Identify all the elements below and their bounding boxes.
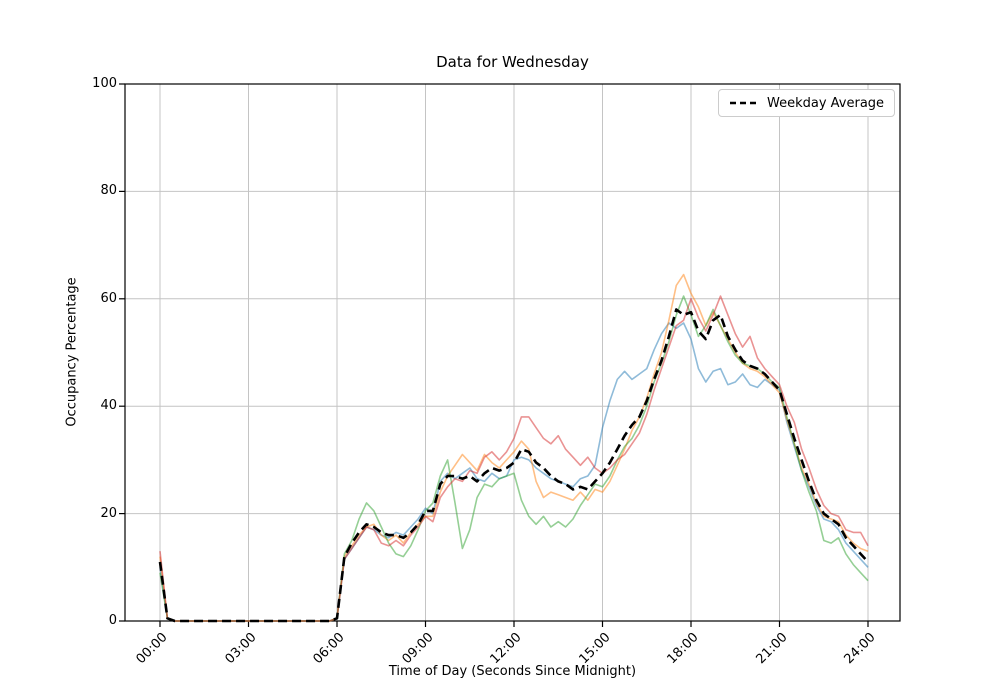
plot-border bbox=[124, 83, 901, 622]
legend: Weekday Average bbox=[718, 89, 896, 117]
y-tick-label: 40 bbox=[100, 398, 117, 414]
y-tick-label: 100 bbox=[92, 76, 117, 91]
y-tick-label: 20 bbox=[100, 505, 117, 521]
chart-title: Data for Wednesday bbox=[436, 53, 589, 71]
y-tick-label: 80 bbox=[100, 183, 117, 199]
weekday-average-line bbox=[158, 308, 869, 623]
y-tick-label: 60 bbox=[100, 290, 117, 306]
dashed-line-sample-icon bbox=[730, 101, 758, 105]
x-axis-label: Time of Day (Seconds Since Midnight) bbox=[388, 664, 637, 679]
day-series-4-line bbox=[159, 295, 869, 622]
legend-label: Weekday Average bbox=[767, 95, 885, 111]
y-tick-label: 0 bbox=[108, 613, 117, 628]
